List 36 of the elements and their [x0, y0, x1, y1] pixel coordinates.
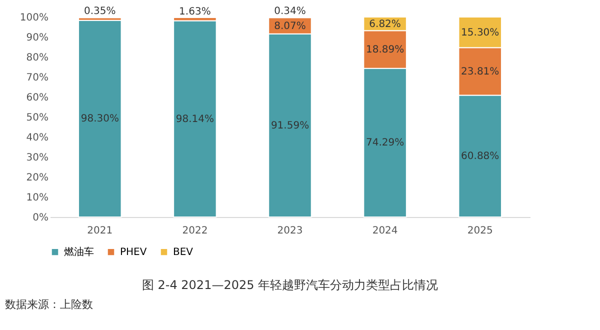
data-label: 60.88% — [461, 151, 500, 162]
y-tick-label: 60% — [26, 92, 48, 104]
data-label: 98.14% — [176, 114, 214, 125]
data-label: 6.82% — [369, 18, 401, 30]
y-tick-label: 50% — [26, 112, 48, 124]
y-tick-label: 90% — [26, 32, 48, 44]
legend-label: BEV — [173, 247, 194, 258]
y-tick-label: 0% — [32, 212, 48, 224]
data-label: 0.34% — [274, 6, 306, 17]
data-label: 15.30% — [461, 27, 500, 38]
data-label: 0.35% — [84, 6, 116, 17]
y-tick-label: 80% — [26, 52, 48, 64]
x-tick-label: 2023 — [277, 226, 303, 236]
x-tick-label: 2021 — [87, 226, 113, 236]
data-label: 98.30% — [80, 114, 119, 125]
data-label: 1.63% — [179, 6, 211, 18]
legend-label: PHEV — [120, 247, 147, 258]
data-label: 23.81% — [461, 66, 500, 78]
bar — [173, 20, 217, 218]
y-tick-label: 40% — [26, 132, 48, 144]
text: 图 2-4 2021—2025 年轻越野汽车分动力类型占比情况 — [142, 278, 438, 292]
x-tick-label: 2022 — [182, 226, 208, 236]
legend-label: 燃油车 — [64, 246, 94, 258]
x-tick-label: 2025 — [467, 226, 493, 236]
y-tick-label: 10% — [26, 192, 48, 204]
y-tick-label: 20% — [26, 172, 48, 184]
data-label: 18.89% — [366, 44, 404, 56]
data-label: 91.59% — [270, 120, 310, 132]
data-label: 74.29% — [366, 138, 404, 149]
source-note: 数据来源：上险数 — [5, 298, 93, 311]
y-tick-label: 70% — [26, 72, 48, 84]
x-tick-label: 2024 — [372, 226, 398, 236]
y-tick-label: 30% — [26, 152, 48, 164]
bar — [78, 20, 122, 218]
data-label: 8.07% — [274, 20, 306, 32]
y-tick-label: 100% — [20, 12, 48, 24]
